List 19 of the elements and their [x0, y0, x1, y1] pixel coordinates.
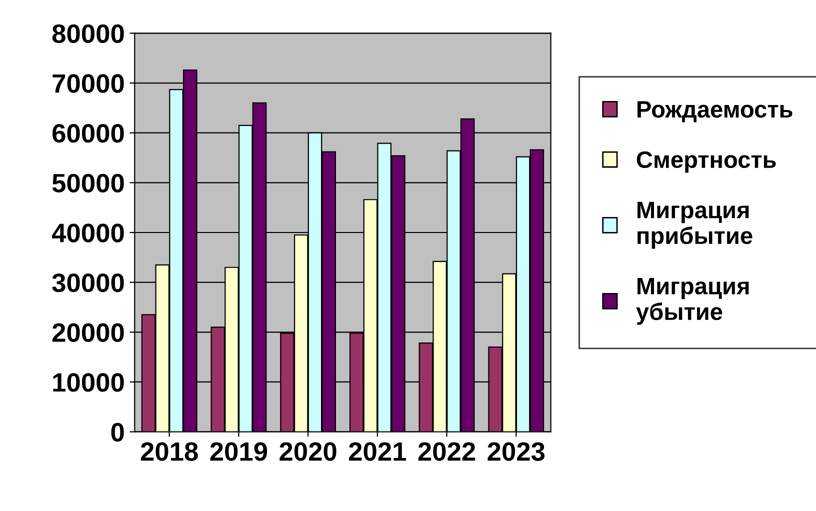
y-tick-label: 60000 [52, 124, 124, 143]
y-tick-label: 20000 [52, 323, 124, 342]
legend-label: Рождаемость [638, 101, 792, 122]
y-tick-label: 80000 [52, 24, 124, 44]
x-tick-label: 2022 [418, 442, 476, 461]
x-tick-label: 2023 [488, 442, 545, 461]
y-tick-label: 30000 [52, 273, 124, 292]
legend-label: Миграция прибытие [638, 202, 752, 249]
x-tick-label: 2020 [280, 442, 336, 461]
y-tick-label: 70000 [52, 74, 124, 93]
y-tick-label: 50000 [52, 174, 124, 193]
legend-label: Миграция убытие [636, 278, 749, 325]
y-tick-label: 0 [111, 422, 124, 442]
x-tick-label: 2018 [140, 442, 198, 461]
y-tick-label: 40000 [52, 224, 124, 242]
y-tick-label: 10000 [53, 373, 124, 392]
x-tick-label: 2021 [348, 442, 406, 461]
legend-label: Смертность [636, 151, 776, 173]
x-tick-label: 2019 [210, 442, 268, 461]
